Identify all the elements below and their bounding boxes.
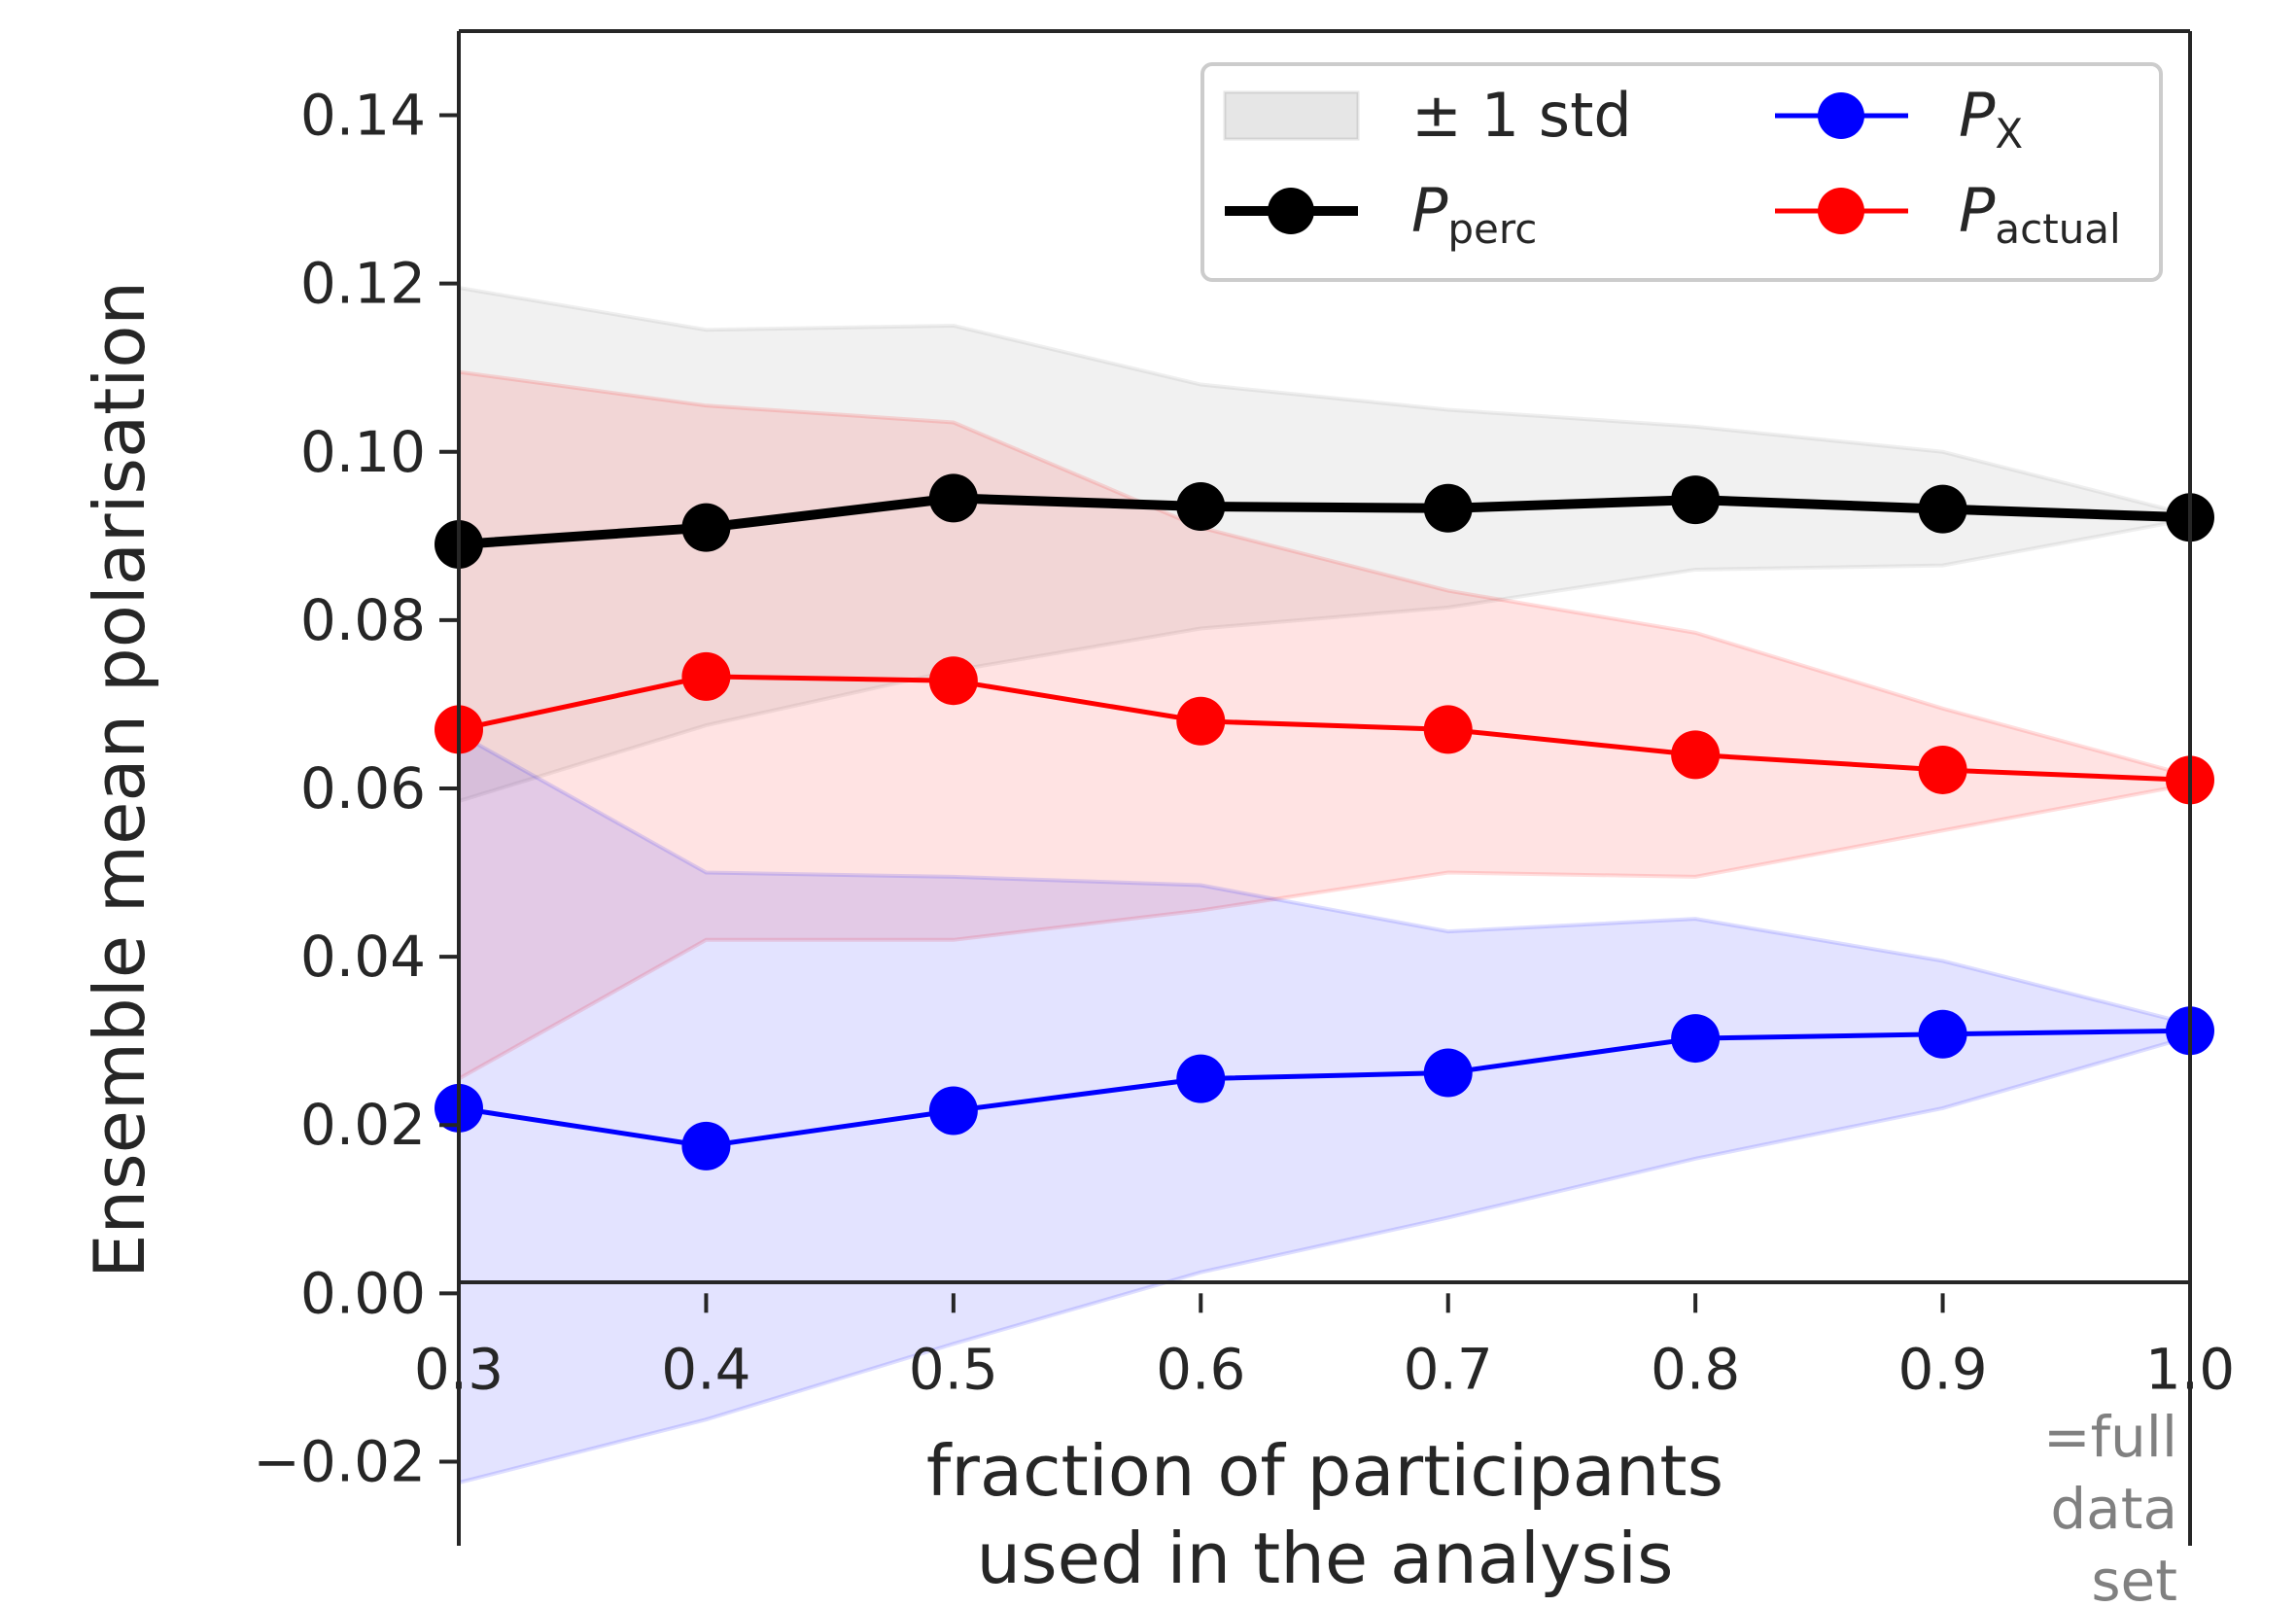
y-tick-label: 0.10 [300,419,426,485]
point-perc [681,503,731,552]
y-tick-label: 0.00 [300,1260,426,1326]
x-annotation-line-3: set [2091,1548,2177,1607]
legend-perc-marker [1268,188,1314,234]
y-tick-label: 0.04 [300,924,426,990]
point-actual [1176,696,1226,746]
legend-actual-label: Pactual [1959,175,2121,253]
x-tick-label: 0.6 [1156,1336,1245,1402]
point-x [1671,1014,1721,1064]
y-tick-label: −0.02 [253,1428,426,1494]
point-actual [1918,745,1967,794]
y-tick-label: 0.02 [300,1092,426,1158]
line-perc [459,493,2190,549]
x-annotation-line-1: =full [2043,1404,2177,1470]
legend-actual-marker [1818,188,1864,234]
point-actual [928,656,978,706]
x-tick-label: 0.3 [414,1336,504,1402]
point-perc [1423,483,1473,533]
point-actual [1423,705,1473,754]
band-x [459,731,2190,1485]
y-tick-label: 0.06 [300,755,426,821]
x-tick-label: 0.8 [1651,1336,1740,1402]
x-tick-label: 0.9 [1897,1336,1987,1402]
x-tick-label: 0.7 [1404,1336,1493,1402]
x-axis-label-line-2: used in the analysis [976,1518,1673,1599]
point-perc [928,473,978,523]
y-ticks: −0.02 0.00 0.02 0.04 0.06 0.08 0.10 0.12 0.14 [253,83,459,1494]
legend-x-sub: X [1995,110,2023,157]
point-actual [1671,730,1721,780]
std-bands [459,285,2190,1485]
legend-actual-main: P [1959,175,1996,246]
legend-perc-main: P [1411,175,1448,246]
x-tick-label: 0.4 [661,1336,750,1402]
point-perc [1671,475,1721,525]
point-actual [681,651,731,701]
point-x [1176,1054,1226,1103]
y-tick-label: 0.08 [300,587,426,653]
point-x [681,1121,731,1170]
x-annotation-line-2: data [2050,1476,2177,1542]
line-x [459,1028,2190,1149]
series-lines [459,493,2190,1149]
legend-x-label: PX [1959,80,2023,157]
legend-perc-sub: perc [1447,205,1537,253]
legend-frame [1200,62,2163,282]
legend-x-main: P [1959,80,1996,151]
x-tick-label: 1.0 [2145,1336,2235,1402]
point-x [1423,1048,1473,1098]
point-x [1918,1009,1967,1059]
x-tick-label: 0.5 [909,1336,998,1402]
y-tick-label: 0.14 [300,83,426,149]
x-ticks: 0.3 0.4 0.5 0.6 0.7 0.8 0.9 1.0 [414,1293,2235,1402]
point-x [928,1086,978,1135]
y-tick-label: 0.12 [300,251,426,317]
series-points [435,473,2214,1170]
y-axis-label: Ensemble mean polarisation [79,281,160,1278]
legend-perc-label: Pperc [1411,175,1537,253]
legend-band-swatch [1223,90,1360,141]
line-actual [459,674,2190,783]
legend-band-label: ± 1 std [1411,80,1632,151]
point-perc [1176,482,1226,532]
point-perc [1918,484,1967,534]
legend-x-marker [1818,92,1864,139]
legend: ± 1 std Pperc PX Pactual [1200,62,2163,282]
legend-actual-sub: actual [1995,205,2120,253]
x-axis-label-line-1: fraction of participants [926,1430,1723,1512]
band-perc [459,285,2190,804]
